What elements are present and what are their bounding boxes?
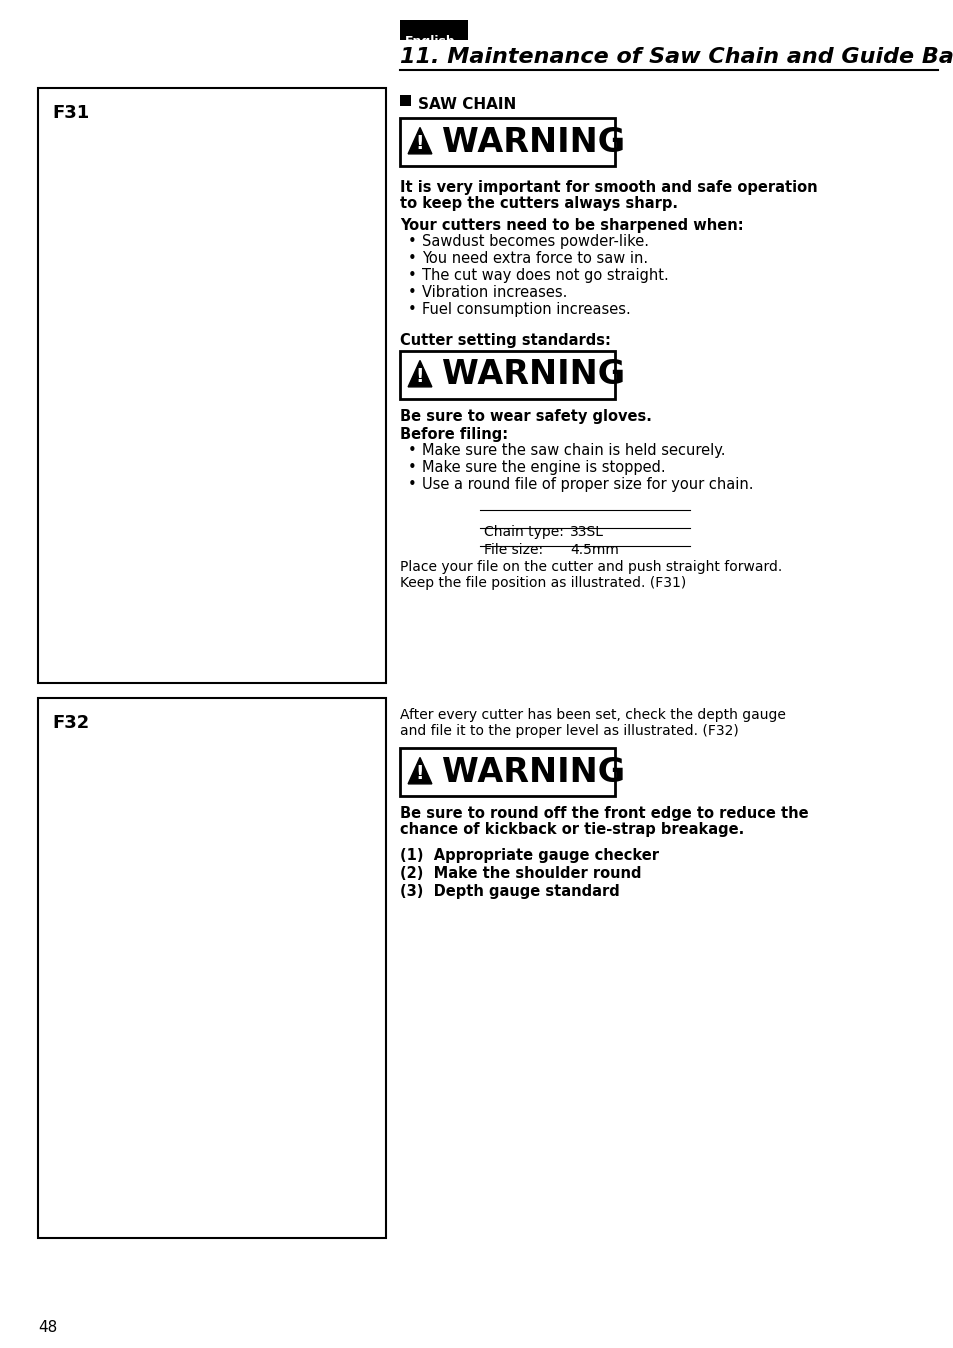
- Text: WARNING: WARNING: [441, 359, 624, 391]
- Text: •: •: [408, 235, 416, 249]
- Text: (2)  Make the shoulder round: (2) Make the shoulder round: [399, 865, 640, 882]
- Text: (3)  Depth gauge standard: (3) Depth gauge standard: [399, 884, 619, 899]
- Bar: [399, 94, 411, 106]
- Text: Be sure to round off the front edge to reduce the: Be sure to round off the front edge to r…: [399, 806, 808, 821]
- Bar: [399, 119, 615, 166]
- Bar: [399, 748, 615, 797]
- Text: Make sure the saw chain is held securely.: Make sure the saw chain is held securely…: [421, 443, 724, 458]
- Text: and file it to the proper level as illustrated. (F32): and file it to the proper level as illus…: [399, 724, 738, 737]
- Text: WARNING: WARNING: [441, 125, 624, 159]
- Text: The cut way does not go straight.: The cut way does not go straight.: [421, 268, 668, 283]
- Text: •: •: [408, 460, 416, 474]
- Polygon shape: [408, 758, 432, 785]
- Text: Fuel consumption increases.: Fuel consumption increases.: [421, 302, 630, 317]
- Polygon shape: [408, 360, 432, 387]
- Text: Sawdust becomes powder-like.: Sawdust becomes powder-like.: [421, 235, 648, 249]
- Text: Vibration increases.: Vibration increases.: [421, 284, 567, 301]
- Text: •: •: [408, 268, 416, 283]
- Text: F31: F31: [52, 104, 90, 123]
- Text: •: •: [408, 443, 416, 458]
- Text: chance of kickback or tie-strap breakage.: chance of kickback or tie-strap breakage…: [399, 822, 743, 837]
- Text: WARNING: WARNING: [441, 755, 624, 789]
- Text: Keep the file position as illustrated. (F31): Keep the file position as illustrated. (…: [399, 576, 685, 590]
- Text: (1)  Appropriate gauge checker: (1) Appropriate gauge checker: [399, 848, 659, 863]
- Text: !: !: [416, 133, 424, 152]
- Text: Place your file on the cutter and push straight forward.: Place your file on the cutter and push s…: [399, 559, 781, 574]
- Text: Use a round file of proper size for your chain.: Use a round file of proper size for your…: [421, 477, 753, 492]
- Text: Before filing:: Before filing:: [399, 427, 508, 442]
- Bar: [38, 88, 386, 683]
- Text: After every cutter has been set, check the depth gauge: After every cutter has been set, check t…: [399, 708, 785, 723]
- Polygon shape: [408, 128, 432, 154]
- Bar: [399, 20, 468, 40]
- Text: 48: 48: [38, 1320, 57, 1335]
- Text: !: !: [416, 367, 424, 386]
- Text: •: •: [408, 251, 416, 266]
- Text: Be sure to wear safety gloves.: Be sure to wear safety gloves.: [399, 408, 651, 425]
- Text: Make sure the engine is stopped.: Make sure the engine is stopped.: [421, 460, 665, 474]
- Text: English: English: [405, 35, 456, 49]
- Text: SAW CHAIN: SAW CHAIN: [417, 97, 516, 112]
- Text: •: •: [408, 302, 416, 317]
- Text: Chain type:: Chain type:: [483, 524, 563, 539]
- Bar: [399, 350, 615, 399]
- Text: 33SL: 33SL: [569, 524, 603, 539]
- Bar: [38, 698, 386, 1237]
- Text: !: !: [416, 764, 424, 783]
- Text: 11. Maintenance of Saw Chain and Guide Bar: 11. Maintenance of Saw Chain and Guide B…: [399, 47, 953, 67]
- Text: You need extra force to saw in.: You need extra force to saw in.: [421, 251, 647, 266]
- Text: •: •: [408, 284, 416, 301]
- Text: 4.5mm: 4.5mm: [569, 543, 618, 557]
- Text: to keep the cutters always sharp.: to keep the cutters always sharp.: [399, 195, 678, 212]
- Text: •: •: [408, 477, 416, 492]
- Text: F32: F32: [52, 714, 90, 732]
- Text: File size:: File size:: [483, 543, 542, 557]
- Text: Your cutters need to be sharpened when:: Your cutters need to be sharpened when:: [399, 218, 742, 233]
- Text: Cutter setting standards:: Cutter setting standards:: [399, 333, 610, 348]
- Text: It is very important for smooth and safe operation: It is very important for smooth and safe…: [399, 181, 817, 195]
